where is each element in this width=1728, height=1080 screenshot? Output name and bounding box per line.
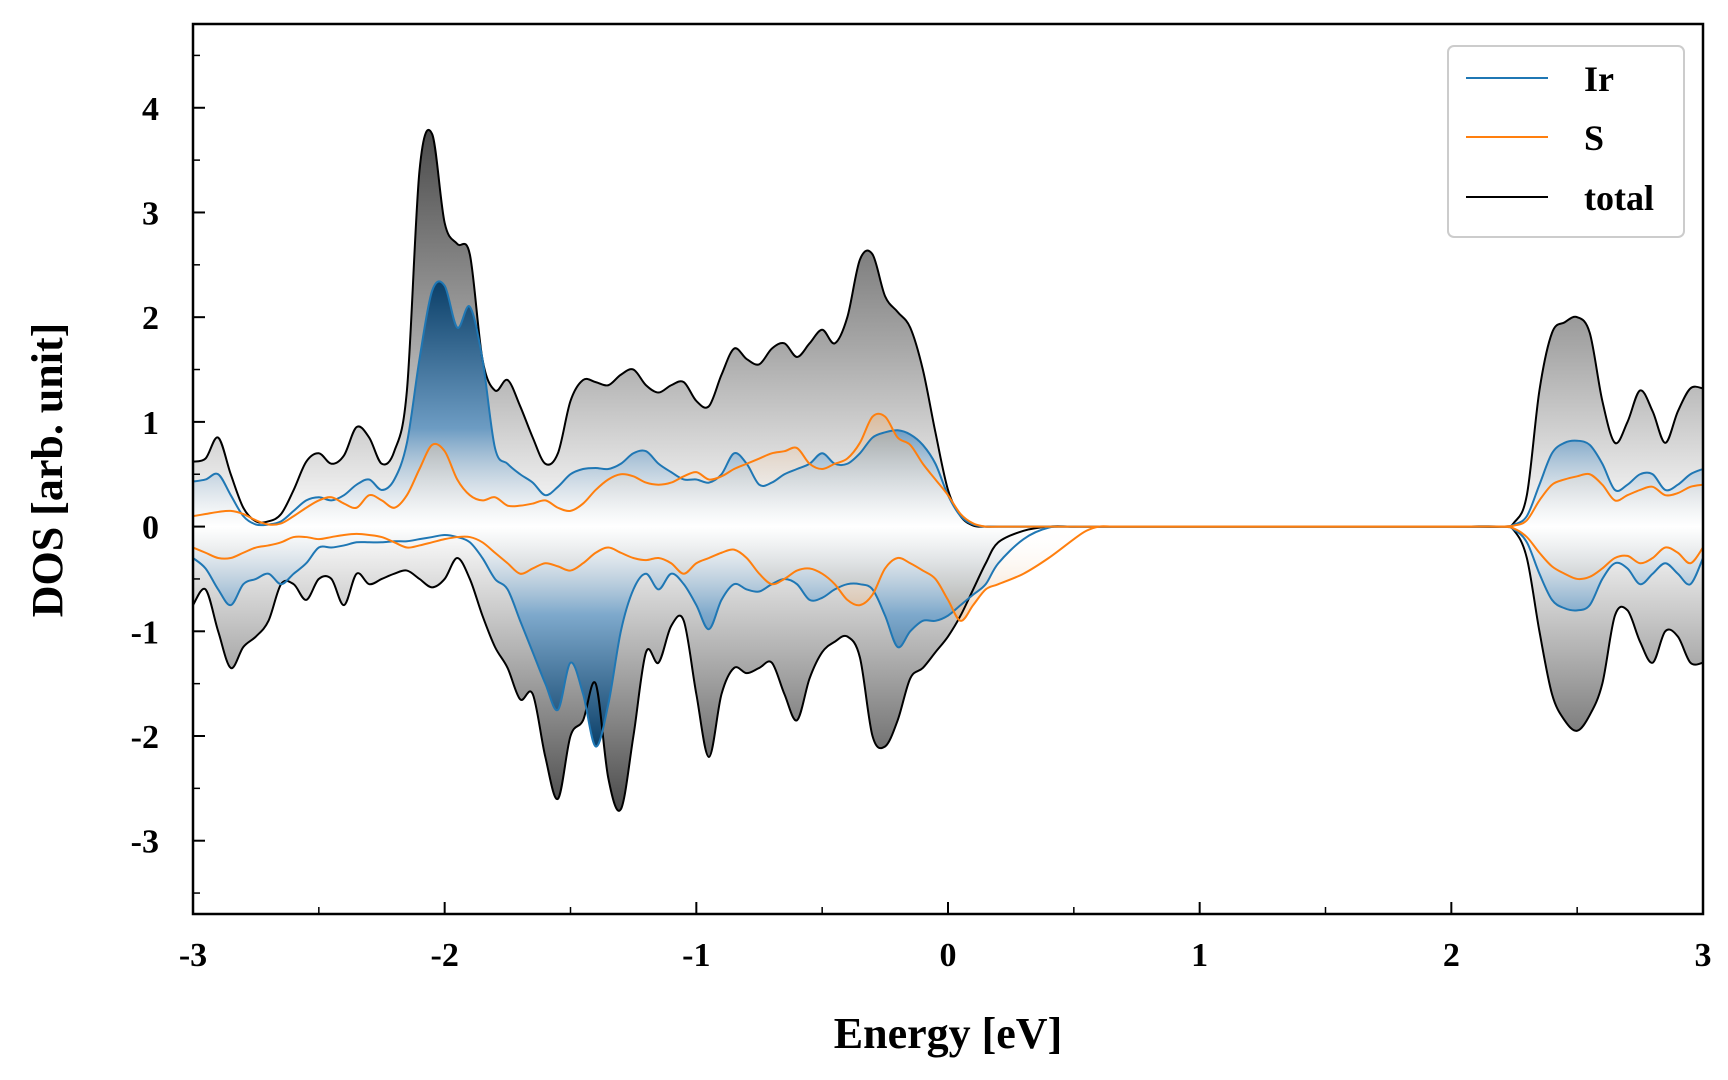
y-axis: -3 -2 -1 0 1 2 3 4 — [131, 54, 205, 894]
x-tick-label: 0 — [940, 937, 957, 974]
fill-layer — [193, 129, 1703, 811]
y-tick-label: 3 — [142, 195, 159, 232]
legend-box — [1447, 45, 1685, 238]
line-layer — [193, 128, 1703, 812]
y-tick-label: -3 — [131, 824, 159, 861]
x-tick-label: -2 — [431, 937, 459, 974]
x-axis-title: Energy [eV] — [834, 1009, 1063, 1058]
x-axis: -3 -2 -1 0 1 2 3 — [179, 902, 1712, 974]
y-tick-label: 2 — [142, 300, 159, 337]
x-tick-label: 2 — [1443, 937, 1460, 974]
legend-label-ir: Ir — [1584, 59, 1614, 99]
y-axis-title: DOS [arb. unit] — [23, 323, 72, 618]
total-spin-up-fill — [193, 129, 1703, 527]
y-tick-label: 4 — [142, 91, 159, 128]
y-tick-label: 0 — [142, 510, 159, 547]
s-spin-up-fill — [193, 413, 1703, 527]
ir-spin-down-fill — [193, 526, 1703, 747]
legend: Ir S total — [1447, 45, 1685, 238]
s-spin-down-line — [193, 525, 1703, 622]
y-tick-label: -2 — [131, 719, 159, 756]
s-spin-up-line — [193, 412, 1703, 528]
x-tick-label: -1 — [682, 937, 710, 974]
x-tick-label: 3 — [1695, 937, 1712, 974]
x-tick-label: -3 — [179, 937, 207, 974]
y-tick-label: -1 — [131, 614, 159, 651]
x-tick-label: 1 — [1191, 937, 1208, 974]
legend-label-total: total — [1584, 178, 1654, 218]
legend-label-s: S — [1584, 118, 1604, 158]
s-spin-down-fill — [193, 526, 1703, 621]
y-tick-label: 1 — [142, 405, 159, 442]
